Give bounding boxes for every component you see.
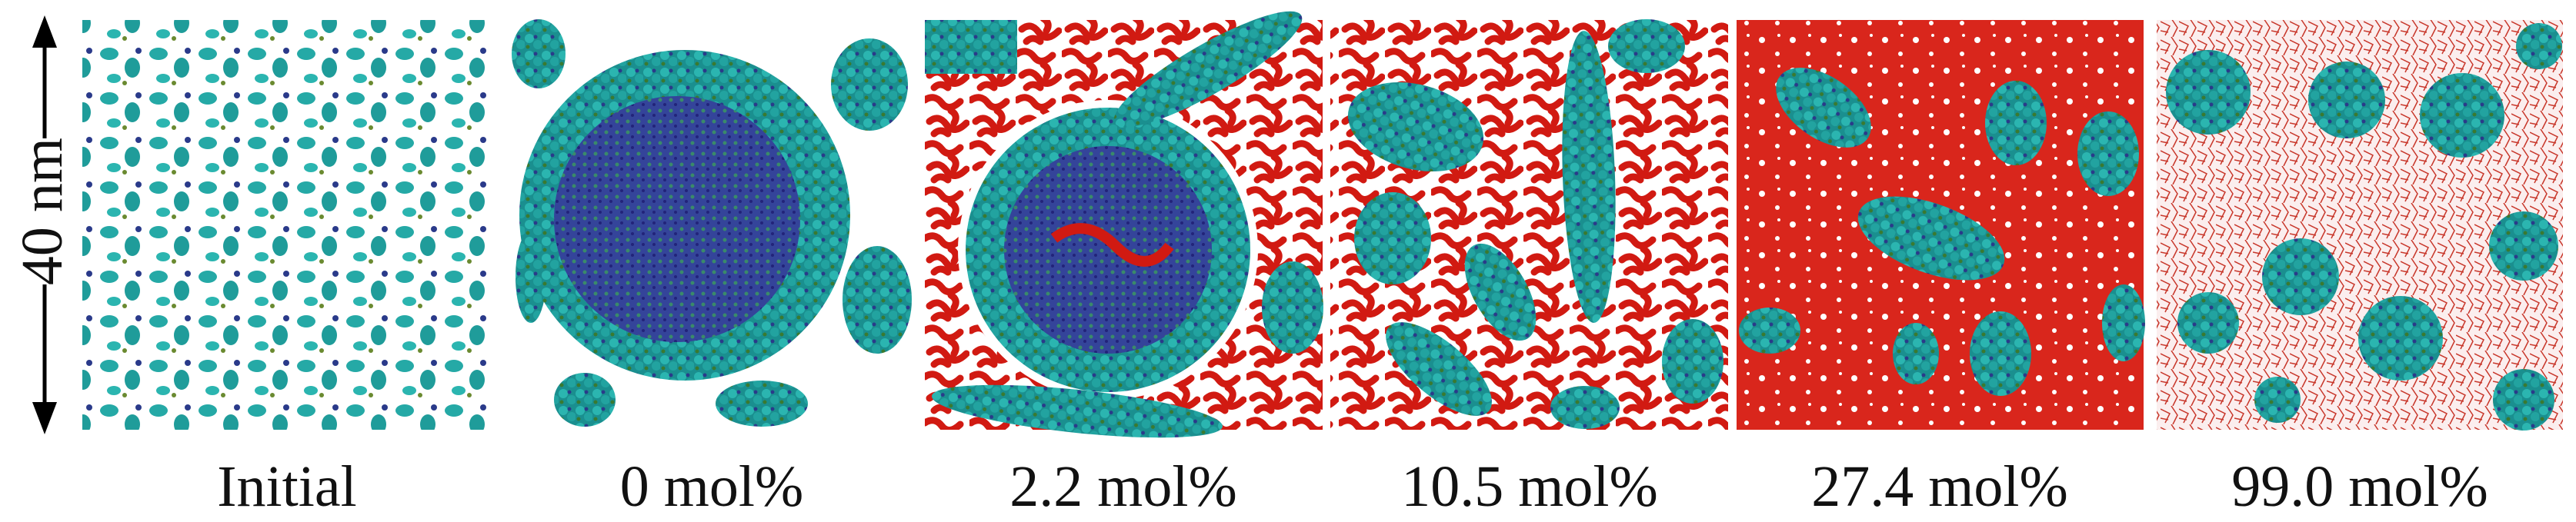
panel-27-4 <box>1737 20 2145 430</box>
scale-bar: 40 nm <box>10 15 75 434</box>
panel-10-5 <box>1330 19 1728 430</box>
scale-label: 40 nm <box>10 138 75 285</box>
panel-label: 27.4 mol% <box>1811 454 2068 519</box>
panel-initial <box>82 20 492 430</box>
panel-label: Initial <box>217 454 357 519</box>
panel-2-2 <box>925 11 1323 438</box>
panel-label: 10.5 mol% <box>1401 454 1658 519</box>
panel-label: 0 mol% <box>620 454 804 519</box>
panel-0 <box>512 19 912 430</box>
panel-label: 99.0 mol% <box>2231 454 2488 519</box>
panel-labels: Initial 0 mol% 2.2 mol% 10.5 mol% 27.4 mol% 9… <box>217 454 2488 519</box>
panel-99-0 <box>2157 20 2563 431</box>
panel-label: 2.2 mol% <box>1009 454 1237 519</box>
